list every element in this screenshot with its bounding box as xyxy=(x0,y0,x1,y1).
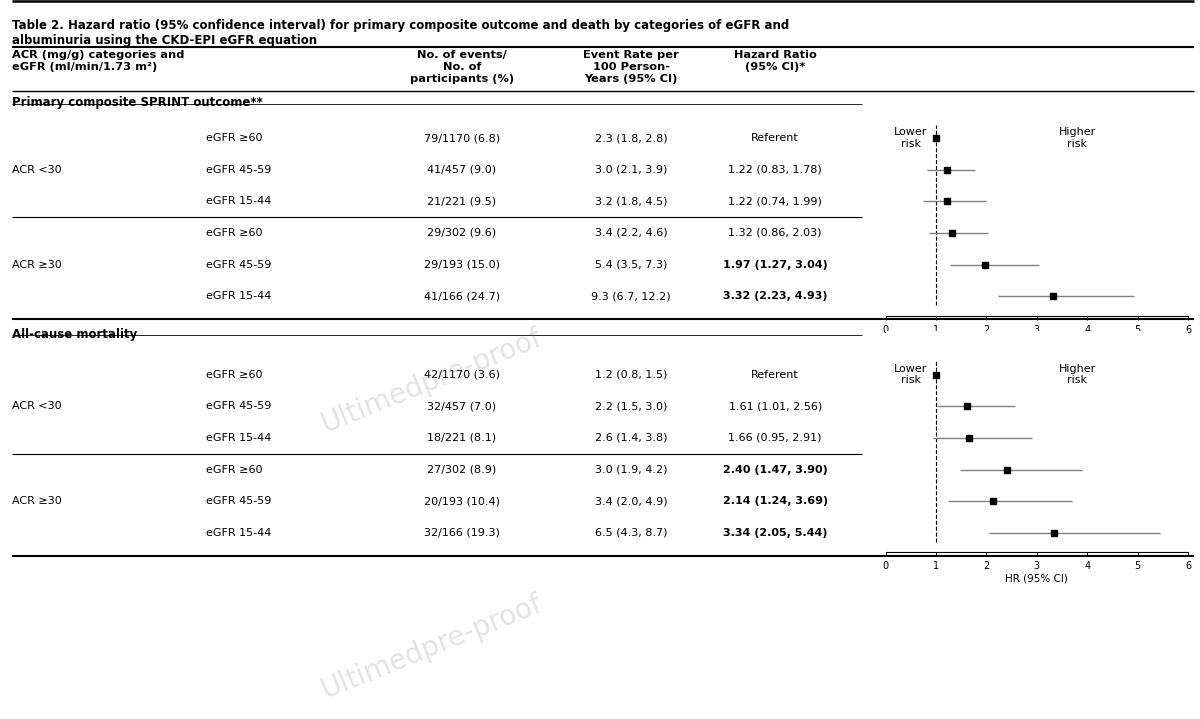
Text: eGFR ≥60: eGFR ≥60 xyxy=(206,370,263,380)
Text: 1.32 (0.86, 2.03): 1.32 (0.86, 2.03) xyxy=(728,228,822,238)
Text: 3.0 (1.9, 4.2): 3.0 (1.9, 4.2) xyxy=(595,464,667,475)
Text: 32/166 (19.3): 32/166 (19.3) xyxy=(424,528,500,538)
Text: 3.0 (2.1, 3.9): 3.0 (2.1, 3.9) xyxy=(595,165,667,175)
Text: Lower
risk: Lower risk xyxy=(894,127,928,149)
X-axis label: HR (95% CI): HR (95% CI) xyxy=(1006,337,1068,347)
Text: Higher
risk: Higher risk xyxy=(1058,127,1096,149)
Text: Higher
risk: Higher risk xyxy=(1058,364,1096,385)
Text: 1.97 (1.27, 3.04): 1.97 (1.27, 3.04) xyxy=(722,260,828,270)
Text: 5.4 (3.5, 7.3): 5.4 (3.5, 7.3) xyxy=(595,260,667,270)
Text: Lower
risk: Lower risk xyxy=(894,364,928,385)
Text: 41/457 (9.0): 41/457 (9.0) xyxy=(427,165,497,175)
Text: 3.4 (2.2, 4.6): 3.4 (2.2, 4.6) xyxy=(595,228,667,238)
X-axis label: HR (95% CI): HR (95% CI) xyxy=(1006,574,1068,584)
Text: ACR <30: ACR <30 xyxy=(12,401,61,411)
Text: 79/1170 (6.8): 79/1170 (6.8) xyxy=(424,133,500,143)
Text: All-cause mortality: All-cause mortality xyxy=(12,328,137,341)
Text: 41/166 (24.7): 41/166 (24.7) xyxy=(424,291,500,301)
Text: Ultimedpre-proof: Ultimedpre-proof xyxy=(318,324,546,439)
Text: 1.22 (0.83, 1.78): 1.22 (0.83, 1.78) xyxy=(728,165,822,175)
Text: ACR <30: ACR <30 xyxy=(12,165,61,175)
Text: eGFR 45-59: eGFR 45-59 xyxy=(206,401,271,411)
Text: 2.14 (1.24, 3.69): 2.14 (1.24, 3.69) xyxy=(722,496,828,506)
Text: ACR ≥30: ACR ≥30 xyxy=(12,496,61,506)
Text: 3.4 (2.0, 4.9): 3.4 (2.0, 4.9) xyxy=(595,496,667,506)
Text: 27/302 (8.9): 27/302 (8.9) xyxy=(427,464,497,475)
Text: 1.66 (0.95, 2.91): 1.66 (0.95, 2.91) xyxy=(728,433,822,443)
Text: No. of events/
No. of
participants (%): No. of events/ No. of participants (%) xyxy=(410,50,514,83)
Text: Table 2. Hazard ratio (95% confidence interval) for primary composite outcome an: Table 2. Hazard ratio (95% confidence in… xyxy=(12,19,790,47)
Text: 3.2 (1.8, 4.5): 3.2 (1.8, 4.5) xyxy=(595,196,667,206)
Text: eGFR 45-59: eGFR 45-59 xyxy=(206,496,271,506)
Text: 1.61 (1.01, 2.56): 1.61 (1.01, 2.56) xyxy=(728,401,822,411)
Text: ACR ≥30: ACR ≥30 xyxy=(12,260,61,270)
Text: 2.2 (1.5, 3.0): 2.2 (1.5, 3.0) xyxy=(595,401,667,411)
Text: 6.5 (4.3, 8.7): 6.5 (4.3, 8.7) xyxy=(595,528,667,538)
Text: Primary composite SPRINT outcome**: Primary composite SPRINT outcome** xyxy=(12,96,263,109)
Text: eGFR 15-44: eGFR 15-44 xyxy=(206,433,271,443)
Text: 18/221 (8.1): 18/221 (8.1) xyxy=(427,433,497,443)
Text: eGFR 15-44: eGFR 15-44 xyxy=(206,196,271,206)
Text: Hazard Ratio
(95% CI)*: Hazard Ratio (95% CI)* xyxy=(734,50,816,72)
Text: 21/221 (9.5): 21/221 (9.5) xyxy=(427,196,497,206)
Text: 1.22 (0.74, 1.99): 1.22 (0.74, 1.99) xyxy=(728,196,822,206)
Text: 3.34 (2.05, 5.44): 3.34 (2.05, 5.44) xyxy=(722,528,828,538)
Text: 2.6 (1.4, 3.8): 2.6 (1.4, 3.8) xyxy=(595,433,667,443)
Text: 29/302 (9.6): 29/302 (9.6) xyxy=(427,228,497,238)
Text: 3.32 (2.23, 4.93): 3.32 (2.23, 4.93) xyxy=(722,291,828,301)
Text: 20/193 (10.4): 20/193 (10.4) xyxy=(424,496,500,506)
Text: Event Rate per
100 Person-
Years (95% CI): Event Rate per 100 Person- Years (95% CI… xyxy=(583,50,679,83)
Text: 32/457 (7.0): 32/457 (7.0) xyxy=(427,401,497,411)
Text: 2.3 (1.8, 2.8): 2.3 (1.8, 2.8) xyxy=(595,133,667,143)
Text: Referent: Referent xyxy=(751,370,799,380)
Text: eGFR 15-44: eGFR 15-44 xyxy=(206,528,271,538)
Text: 42/1170 (3.6): 42/1170 (3.6) xyxy=(424,370,500,380)
Text: Referent: Referent xyxy=(751,133,799,143)
Text: eGFR 45-59: eGFR 45-59 xyxy=(206,260,271,270)
Text: eGFR 45-59: eGFR 45-59 xyxy=(206,165,271,175)
Text: Ultimedpre-proof: Ultimedpre-proof xyxy=(318,590,546,705)
Text: eGFR ≥60: eGFR ≥60 xyxy=(206,228,263,238)
Text: eGFR ≥60: eGFR ≥60 xyxy=(206,133,263,143)
Text: eGFR 15-44: eGFR 15-44 xyxy=(206,291,271,301)
Text: eGFR ≥60: eGFR ≥60 xyxy=(206,464,263,475)
Text: 1.2 (0.8, 1.5): 1.2 (0.8, 1.5) xyxy=(595,370,667,380)
Text: 2.40 (1.47, 3.90): 2.40 (1.47, 3.90) xyxy=(722,464,828,475)
Text: ACR (mg/g) categories and
eGFR (ml/min/1.73 m²): ACR (mg/g) categories and eGFR (ml/min/1… xyxy=(12,50,185,72)
Text: 29/193 (15.0): 29/193 (15.0) xyxy=(424,260,500,270)
Text: 9.3 (6.7, 12.2): 9.3 (6.7, 12.2) xyxy=(592,291,671,301)
